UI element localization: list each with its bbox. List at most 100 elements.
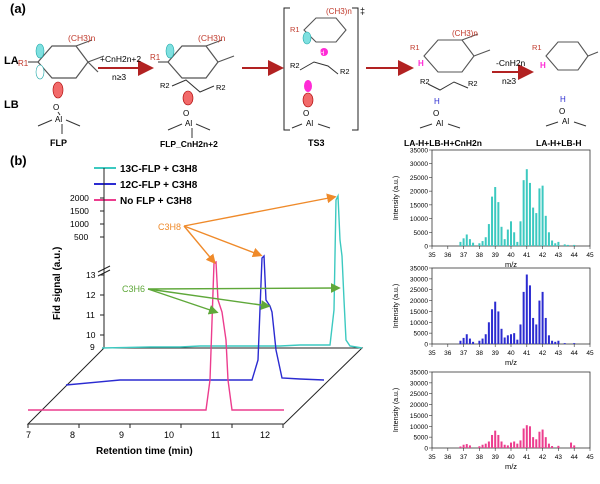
ms-bar [528,426,531,448]
ms-bar [462,337,465,344]
ms-bar [465,234,468,246]
ms-ytick-label: 20000 [410,298,428,305]
h-atom-4b: H [434,97,440,106]
panel-b-gc: (b) 13C-FLP + C3H8 12C-FLP + C3H8 No FLP… [10,153,364,457]
ms-xtick-label: 38 [476,454,484,461]
ms-bar [506,445,509,448]
ms-xtick-label: 41 [523,454,531,461]
ms-bar [462,238,465,246]
ms-ytick-label: 30000 [410,161,428,168]
propane-arrow-3 [183,193,337,227]
arrow-1-bottom: n≥3 [112,72,126,82]
ms-ytick-label: 20000 [410,402,428,409]
ms-bar [513,441,516,448]
r1-label-5: R1 [532,43,542,52]
ms-bar [478,340,481,344]
ms-bar [481,338,484,344]
ms-bar [478,243,481,246]
arrow-4-top: -CnH2n [496,58,526,68]
ms-xtick-label: 44 [571,350,579,357]
ms-bar [538,188,541,246]
ms-ytick-label: 30000 [410,380,428,387]
ms-bar [535,213,538,246]
ms-bar [462,444,465,448]
ms-ytick-label: 25000 [410,175,428,182]
ms-bar [506,335,509,344]
species-label-2: FLP_CnH2n+2 [160,139,218,149]
ms-bar [481,444,484,448]
ms-xtick-label: 42 [539,252,547,259]
ms-chart-2: 0 5000 10000 15000 20000 25000 30000 35000 35 36 3… [393,266,594,368]
annotation-propene: C3H6 [122,284,145,294]
ms-bar [510,221,512,246]
gc-ytick: 1500 [70,206,89,216]
gc-ytick: 13 [86,270,96,280]
gc-ytick: 2000 [70,193,89,203]
panel-b-label: (b) [10,153,27,168]
ms-bar [494,187,497,246]
gc-legend-entry-1: 13C-FLP + C3H8 [120,164,198,175]
ms-bar [544,437,547,448]
ms-bar [478,446,481,448]
ms-bar [497,202,500,246]
ms-xtick-label: 36 [444,350,452,357]
ms-bar [510,442,512,448]
gc-trace-noflp [28,260,284,411]
species-2-alo: O Al FLP_CnH2n+2 [160,90,218,149]
ms-bar [557,241,560,246]
ms-xtick-label: 37 [460,252,468,259]
ms-bar [510,334,512,344]
r2-label-3b: R2 [340,67,350,76]
ms-ytick-label: 15000 [410,309,428,316]
ms-bar [551,446,554,448]
ms-ytick-label: 10000 [410,320,428,327]
ms-bar [487,224,490,246]
ms-bar [491,434,494,448]
row-label-lb: LB [4,99,19,111]
ms-ytick-label: 35000 [410,148,428,155]
ms-bar [459,446,462,448]
ring-substituent-4: (CH3)n [452,29,478,38]
gc-x-label: Retention time (min) [96,446,193,457]
gc-axis-break [97,265,111,273]
ms-xtick-label: 45 [586,454,594,461]
ms-ytick-label: 30000 [410,276,428,283]
ms-bar [487,441,490,448]
gc-trace-13c [101,193,363,349]
ms-y-label: Intensity (a.u.) [393,284,400,328]
ts-dagger: ‡ [360,6,365,16]
ms-bar [570,442,573,448]
ms-xtick-label: 36 [444,252,452,259]
ms-bar [497,434,500,448]
row-label-la: LA [4,55,19,67]
al-atom-5: Al [562,117,569,126]
ms-bar [566,244,569,246]
ms-bar [459,241,462,246]
ms-xtick-label: 43 [555,350,563,357]
o-atom-2: O [183,109,189,118]
ms-xtick-label: 38 [476,252,484,259]
ms-bar [522,291,525,344]
ms-bar [484,237,487,246]
ms-bar [484,443,487,448]
ms-bar [547,232,550,246]
gc-legend-entry-2: 12C-FLP + C3H8 [120,180,198,191]
ms-ytick-label: 15000 [410,202,428,209]
ms-bar [525,425,528,448]
ms-bar [522,180,525,246]
ms-ytick-label: 5000 [414,435,429,442]
ms-ytick-label: 0 [424,342,428,349]
ms-bar [541,185,544,246]
arrow-4-bottom: n≥3 [502,76,516,86]
ms-bar [503,444,506,448]
ms-bar [513,333,516,344]
ms-bar [494,430,497,448]
species-label-1: FLP [50,138,67,148]
r1-label-2: R1 [150,53,161,62]
ms-bar [468,239,471,246]
gc-xtick: 10 [164,430,174,440]
r2-label-4a: R2 [420,77,430,86]
